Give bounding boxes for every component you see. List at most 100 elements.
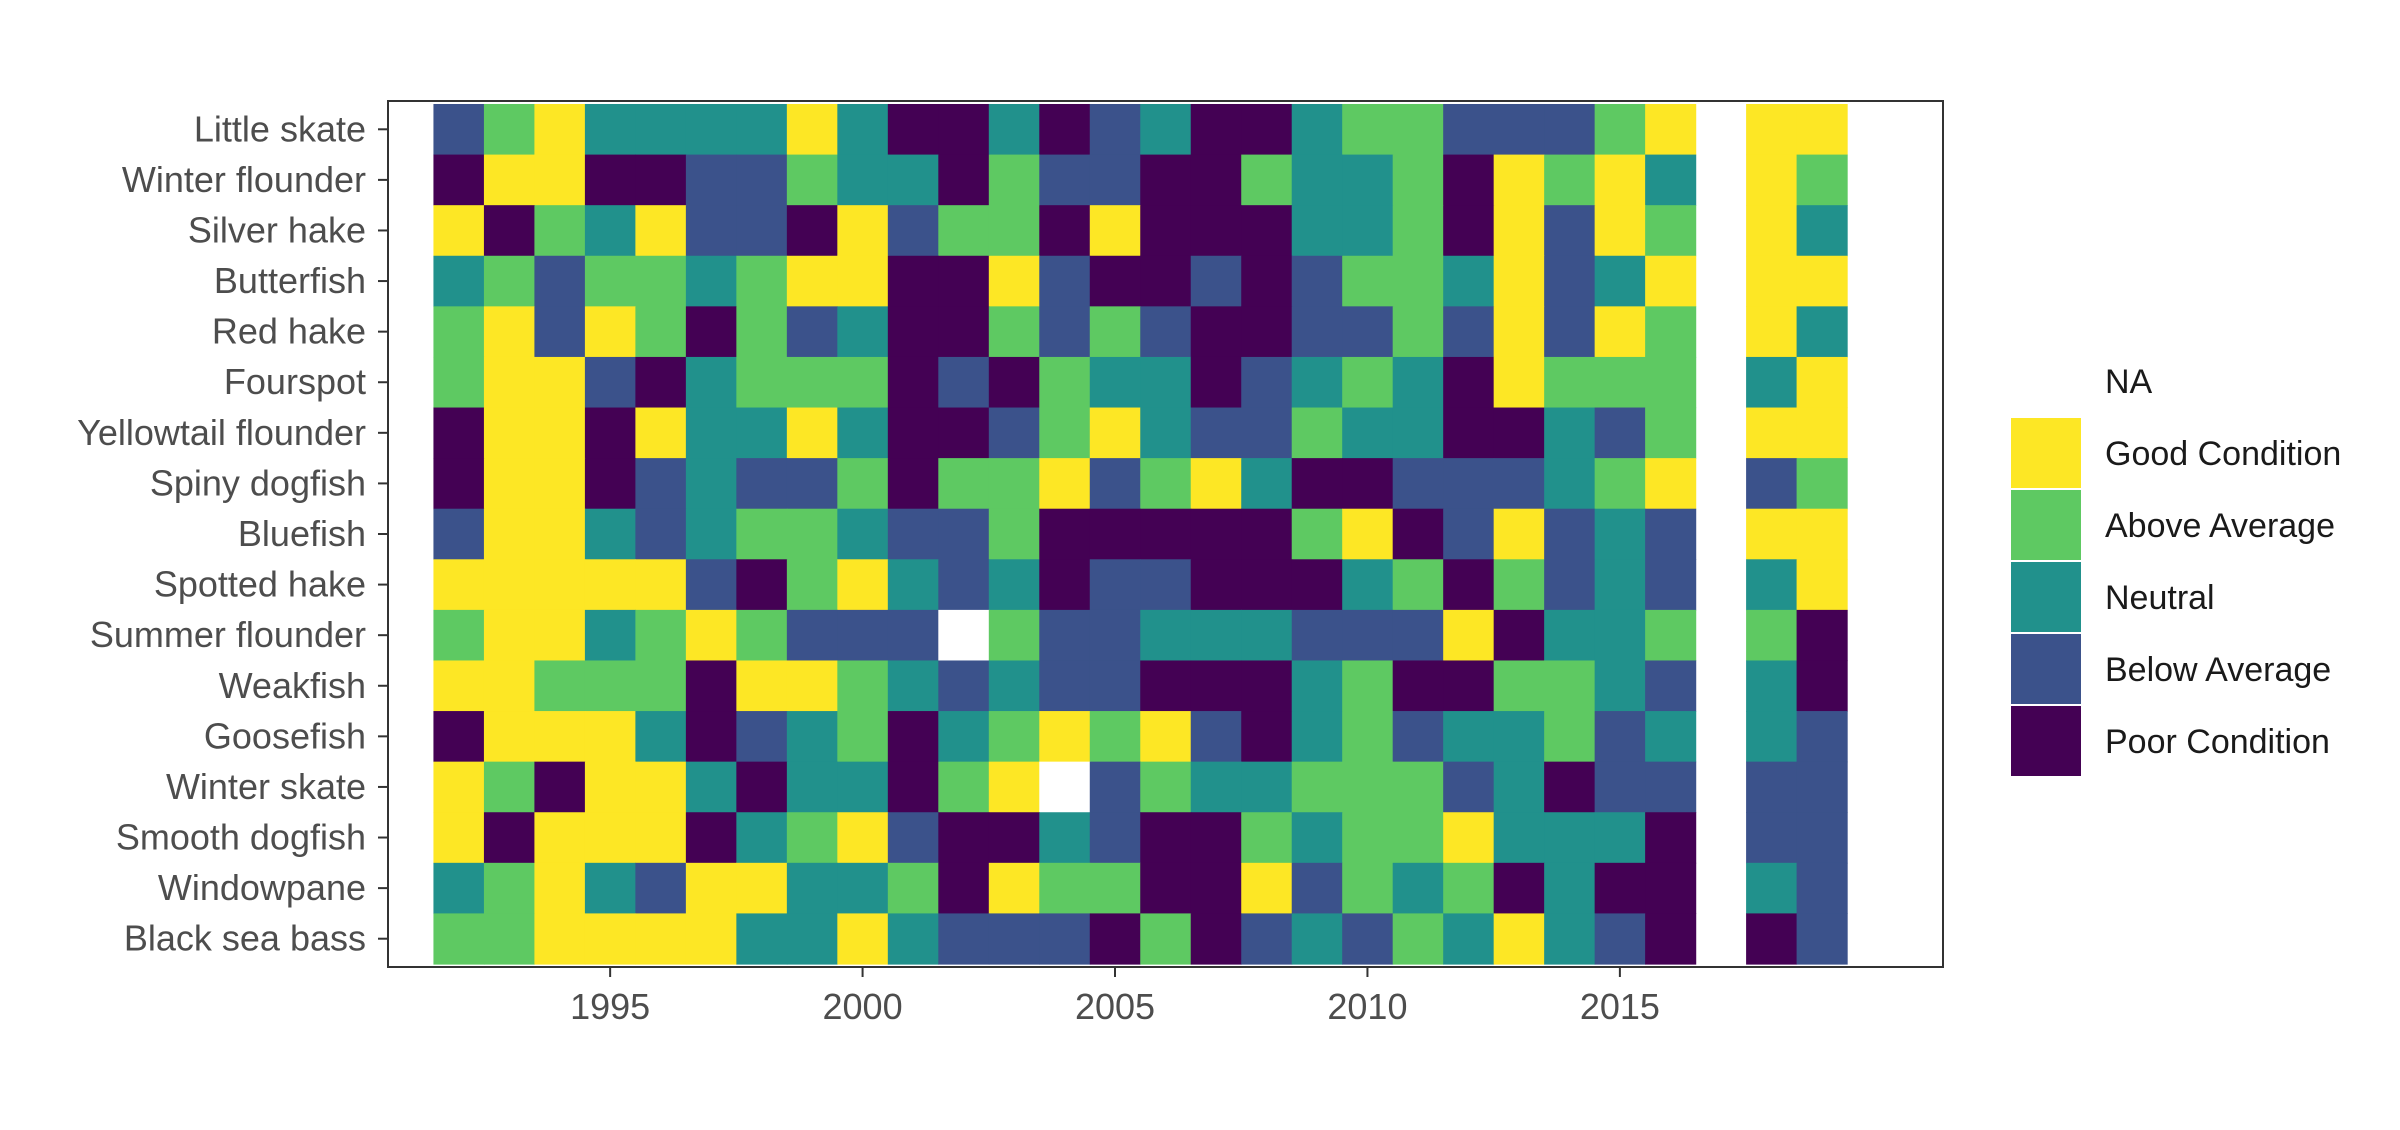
legend-label: NA — [2105, 363, 2153, 401]
heatmap-cell — [433, 559, 485, 611]
heatmap-cell — [685, 862, 737, 915]
heatmap-cell — [1443, 306, 1495, 358]
heatmap-cell — [635, 205, 687, 257]
heatmap-cell — [1039, 255, 1091, 307]
heatmap-cell — [1392, 255, 1444, 307]
heatmap-cell — [1392, 508, 1444, 560]
heatmap-cell — [938, 407, 990, 459]
heatmap-cell — [736, 255, 788, 307]
heatmap-cell — [1291, 862, 1343, 915]
heatmap-cell — [1796, 761, 1848, 813]
heatmap-cell — [887, 761, 939, 813]
heatmap-cell — [1645, 306, 1697, 358]
heatmap-cell — [685, 205, 737, 257]
legend-label: Below Average — [2105, 651, 2331, 689]
heatmap-cell — [1342, 913, 1394, 965]
heatmap-cell — [534, 711, 586, 763]
heatmap-cell — [483, 205, 536, 257]
heatmap-cell — [1544, 154, 1596, 206]
heatmap-cell — [1089, 508, 1141, 560]
heatmap-cell — [1493, 458, 1545, 510]
heatmap-cell — [685, 559, 737, 611]
y-axis: Little skate Winter flounder Silver hake Bu… — [77, 108, 388, 959]
heatmap-cell — [1493, 255, 1545, 307]
heatmap-cell — [1190, 862, 1242, 915]
heatmap-cell — [1746, 862, 1798, 915]
heatmap-cell — [786, 660, 838, 712]
heatmap-cell — [1089, 609, 1141, 662]
heatmap-cell — [1392, 761, 1444, 813]
heatmap-cell — [1443, 356, 1495, 409]
heatmap-cell — [1089, 104, 1141, 156]
heatmap-cell — [433, 255, 485, 307]
heatmap-cell — [1443, 913, 1495, 965]
heatmap-cell — [1190, 458, 1242, 510]
heatmap-cell — [786, 913, 838, 965]
heatmap-cell — [685, 711, 737, 763]
heatmap-cell — [1342, 154, 1394, 206]
heatmap-cell — [786, 458, 838, 510]
heatmap-cell — [433, 205, 485, 257]
heatmap-cell — [1645, 812, 1697, 864]
heatmap-cell — [1089, 458, 1141, 510]
heatmap-cell — [1241, 761, 1293, 813]
heatmap-cell — [1089, 407, 1141, 459]
heatmap-cell — [1190, 356, 1242, 409]
heatmap-cell — [1594, 458, 1646, 510]
heatmap-cell — [1241, 812, 1293, 864]
heatmap-cell — [938, 609, 990, 662]
heatmap-cell — [1746, 458, 1798, 510]
heatmap-cell — [1140, 306, 1192, 358]
heatmap-cell — [1241, 913, 1293, 965]
heatmap-cell — [1140, 458, 1192, 510]
heatmap-cell — [1190, 255, 1242, 307]
y-tick-label: Summer flounder — [90, 614, 366, 655]
heatmap-cell — [1039, 458, 1091, 510]
heatmap-cell — [1796, 660, 1848, 712]
heatmap-cell — [635, 356, 687, 409]
heatmap-cell — [685, 306, 737, 358]
heatmap-cell — [1039, 356, 1091, 409]
heatmap-cell — [1392, 407, 1444, 459]
heatmap-cell — [1140, 761, 1192, 813]
heatmap-cell — [736, 306, 788, 358]
heatmap-cell — [1493, 559, 1545, 611]
heatmap-cell — [1241, 609, 1293, 662]
heatmap-cell — [483, 862, 536, 915]
heatmap-cell — [1392, 660, 1444, 712]
heatmap-cell — [433, 306, 485, 358]
heatmap-cell — [1544, 205, 1596, 257]
heatmap-cell — [988, 104, 1040, 156]
heatmap-cell — [938, 154, 990, 206]
heatmap-cell — [938, 862, 990, 915]
heatmap-cell — [433, 104, 485, 156]
heatmap-cell — [534, 812, 586, 864]
heatmap-cell — [685, 609, 737, 662]
heatmap-cell — [1190, 609, 1242, 662]
heatmap-cell — [1140, 205, 1192, 257]
heatmap-cell — [887, 104, 939, 156]
y-tick-label: Windowpane — [158, 867, 366, 908]
y-tick-label: Little skate — [194, 108, 366, 149]
x-axis: 1995 2000 2005 2010 2015 — [570, 967, 1660, 1027]
legend: NA Good Condition Above Average Neutral Belo… — [2009, 344, 2341, 778]
heatmap-cell — [1746, 812, 1798, 864]
heatmap-cell — [534, 458, 586, 510]
heatmap-cell — [1544, 306, 1596, 358]
heatmap-cell — [837, 812, 889, 864]
y-tick-label: Silver hake — [188, 209, 366, 250]
heatmap-cell — [1291, 913, 1343, 965]
heatmap-cell — [1392, 559, 1444, 611]
heatmap-cell — [1039, 609, 1091, 662]
heatmap-cell — [1241, 407, 1293, 459]
heatmap-cell — [1443, 761, 1495, 813]
heatmap-cell — [887, 609, 939, 662]
heatmap-cell — [837, 154, 889, 206]
heatmap-cell — [1493, 205, 1545, 257]
heatmap-cell — [1746, 104, 1798, 156]
heatmap-cell — [483, 913, 536, 965]
heatmap-cell — [1241, 104, 1293, 156]
heatmap-cell — [1594, 508, 1646, 560]
heatmap-cell — [837, 356, 889, 409]
heatmap-cell — [938, 508, 990, 560]
